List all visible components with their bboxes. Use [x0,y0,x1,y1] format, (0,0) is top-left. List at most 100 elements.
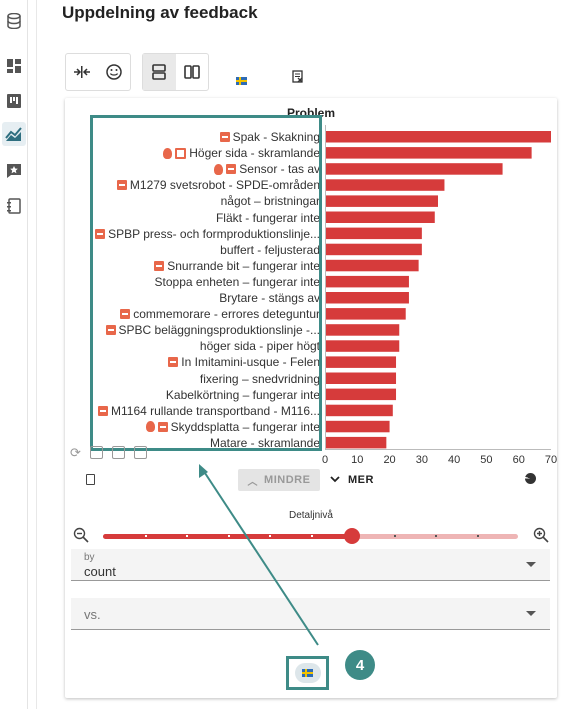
x-tick-label: 60 [512,454,525,466]
category-label: Höger sida - skramlande [163,145,320,161]
board-icon[interactable] [5,92,23,110]
bar[interactable] [325,388,397,401]
swedish-flag-icon [302,669,313,677]
category-text: Matare - skramlande [209,435,320,450]
zoom-out-icon[interactable] [73,527,89,543]
bar[interactable] [325,259,419,272]
less-button[interactable]: ︿ MINDRE [238,469,320,491]
refresh-icon[interactable]: ⟳ [70,445,81,460]
swedish-flag-icon [236,77,247,85]
tag-icon [120,309,131,320]
xlsx-icon[interactable] [86,474,95,485]
category-label: Brytare - stängs av [219,290,320,306]
y-axis [325,125,326,450]
category-text: höger sida - piper högt [199,339,320,354]
page-title: Uppdelning av feedback [62,3,258,22]
tag-icon [95,228,106,239]
columns-layout-button[interactable] [176,54,209,90]
category-text: SPBP press- och formproduktionslinje... [108,226,320,241]
bar[interactable] [325,243,422,256]
tag-icon [219,132,230,142]
lightbulb-icon [163,147,173,159]
step-badge: 4 [345,650,375,680]
copy-icon[interactable] [89,446,103,459]
bar[interactable] [325,436,387,449]
chart-icon[interactable] [2,122,26,146]
category-text: SPBC beläggningsproduktionslinje -... [118,323,320,338]
category-text: Stoppa enheten – fungerar inte [154,274,320,289]
category-label: Matare - skramlande [210,435,320,451]
bar[interactable] [325,292,409,304]
detail-label: Detaljnivå [289,510,333,521]
dashboard-icon[interactable] [5,57,23,75]
category-label: M1279 svetsrobot - SPDE-områden [116,177,320,193]
x-tick-label: 30 [415,454,428,466]
slider-step [310,535,313,537]
feedback-icon[interactable] [5,162,23,180]
by-select[interactable]: by count [71,549,550,581]
category-text: Fläkt - fungerar inte [215,210,320,225]
x-tick-label: 0 [321,454,329,466]
more-button[interactable]: MER [330,469,374,491]
detail-slider-thumb[interactable] [344,528,360,544]
upload-icon[interactable] [111,446,125,459]
database-icon[interactable] [5,12,23,30]
bar[interactable] [325,163,503,175]
less-label: MINDRE [264,474,311,486]
bar[interactable] [325,356,397,368]
bar[interactable] [325,195,438,207]
bar[interactable] [325,275,409,288]
tag-icon [157,421,168,432]
category-label: Spak - Skakning [219,129,320,145]
divider [36,0,37,709]
x-tick-label: 20 [383,454,396,466]
left-rail [0,0,28,709]
category-text: Kabelkörtning – fungerar inte [165,387,320,402]
language-button[interactable] [236,72,247,90]
toolbar-group-view [65,53,131,91]
bar[interactable] [325,324,400,336]
bar[interactable] [325,420,390,433]
category-label: Fläkt - fungerar inte [216,210,320,226]
bar[interactable] [325,308,406,320]
bar[interactable] [325,372,397,385]
x-tick-label: 50 [480,454,493,466]
download-icon[interactable] [133,446,147,459]
category-label: Stoppa enheten – fungerar inte [155,274,320,290]
slider-step [476,535,479,537]
category-label: SPBC beläggningsproduktionslinje -... [105,322,320,338]
bar[interactable] [325,179,445,191]
category-label: höger sida - piper högt [200,338,320,354]
pie-chart-icon[interactable] [525,473,536,484]
chevron-up-icon: ︿ [247,476,259,488]
excel-export-button[interactable] [292,70,304,88]
x-tick-label: 40 [448,454,461,466]
tag-icon [105,325,116,336]
slider-step [227,535,230,537]
bar[interactable] [325,131,551,143]
bar[interactable] [325,211,435,224]
vs-select[interactable]: vs. [71,598,550,630]
notebook-icon[interactable] [5,197,23,215]
category-label: något – bristningar [221,193,320,209]
compress-icon [74,66,90,78]
category-label: Sensor - tas av [214,161,320,177]
category-text: Sensor - tas av [239,162,320,177]
calendar-icon [175,147,187,159]
category-text: något – bristningar [220,194,320,209]
sentiment-button[interactable] [98,54,130,90]
language-flag-button[interactable] [286,656,329,690]
rows-layout-button[interactable] [143,54,176,90]
bar[interactable] [325,340,400,352]
zoom-in-icon[interactable] [533,527,549,543]
compress-button[interactable] [66,54,98,90]
bar[interactable] [325,227,422,240]
category-label: Skyddsplatta – fungerar inte [145,419,320,435]
excel-export-icon [292,70,303,83]
category-text: Snurrande bit – fungerar inte [167,258,320,273]
bar[interactable] [325,147,532,159]
category-text: Skyddsplatta – fungerar inte [170,419,320,434]
bar[interactable] [325,404,393,417]
chevron-down-icon [330,474,340,486]
